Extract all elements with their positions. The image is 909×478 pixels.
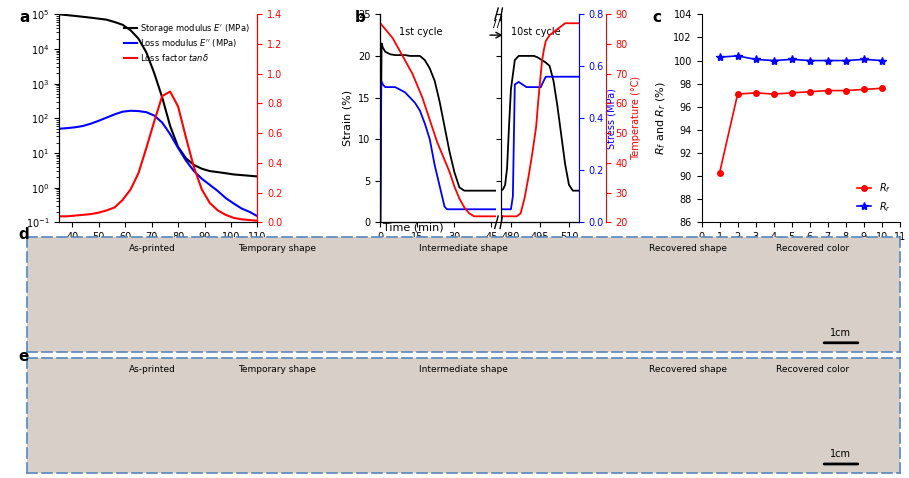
$R_r$	[714, 54, 725, 60]
$R_r$	[876, 58, 887, 64]
Text: a: a	[19, 10, 30, 25]
$R_f$	[786, 90, 797, 96]
Text: //: //	[493, 19, 500, 29]
Text: Recovered color: Recovered color	[776, 243, 849, 252]
$R_f$	[858, 87, 869, 92]
Text: As-printed: As-printed	[128, 243, 175, 252]
Text: Recovered shape: Recovered shape	[649, 365, 727, 374]
Line: $R_f$: $R_f$	[717, 86, 884, 175]
$R_f$	[876, 86, 887, 91]
$R_r$	[858, 56, 869, 62]
Text: Recovered color: Recovered color	[776, 365, 849, 374]
$R_f$	[768, 91, 779, 97]
Text: Intermediate shape: Intermediate shape	[419, 243, 508, 252]
Text: b: b	[355, 10, 365, 25]
Legend: $R_f$, $R_r$: $R_f$, $R_r$	[853, 177, 895, 217]
$R_f$	[714, 170, 725, 175]
Text: c: c	[652, 10, 661, 25]
Text: Recovered shape: Recovered shape	[649, 243, 727, 252]
$R_r$	[733, 53, 744, 59]
$R_f$	[733, 91, 744, 97]
$R_r$	[786, 56, 797, 62]
Line: $R_r$: $R_r$	[715, 52, 886, 65]
Text: Temporary shape: Temporary shape	[237, 365, 315, 374]
$R_f$	[841, 87, 852, 93]
Text: Intermediate shape: Intermediate shape	[419, 365, 508, 374]
Text: As-printed: As-printed	[128, 365, 175, 374]
Y-axis label: Stress (MPa): Stress (MPa)	[606, 88, 616, 149]
$R_f$	[804, 89, 815, 95]
Text: 1cm: 1cm	[830, 328, 851, 338]
Text: 10st cycle: 10st cycle	[511, 27, 561, 37]
Text: 1st cycle: 1st cycle	[399, 27, 443, 37]
X-axis label: Temperature (°C): Temperature (°C)	[110, 248, 206, 258]
$R_r$	[823, 58, 834, 64]
$R_r$	[750, 56, 761, 62]
Text: Time (min): Time (min)	[384, 222, 444, 232]
Text: Temporary shape: Temporary shape	[237, 243, 315, 252]
Y-axis label: Temperature (°C): Temperature (°C)	[631, 76, 641, 160]
$R_f$	[750, 90, 761, 96]
$R_r$	[841, 58, 852, 64]
Y-axis label: Strain (%): Strain (%)	[343, 90, 353, 146]
Text: 1cm: 1cm	[830, 449, 851, 459]
X-axis label: Cycle times: Cycle times	[768, 248, 834, 258]
$R_r$	[768, 58, 779, 64]
Text: e: e	[18, 348, 29, 364]
$R_r$	[804, 58, 815, 64]
Legend: Storage modulus $E'$ (MPa), Loss modulus $E''$ (MPa), Loss factor $tan\delta$: Storage modulus $E'$ (MPa), Loss modulus…	[121, 19, 254, 66]
$R_f$	[823, 87, 834, 93]
Text: d: d	[18, 228, 29, 242]
Y-axis label: $R_f$ and $R_r$ (%): $R_f$ and $R_r$ (%)	[654, 81, 668, 155]
